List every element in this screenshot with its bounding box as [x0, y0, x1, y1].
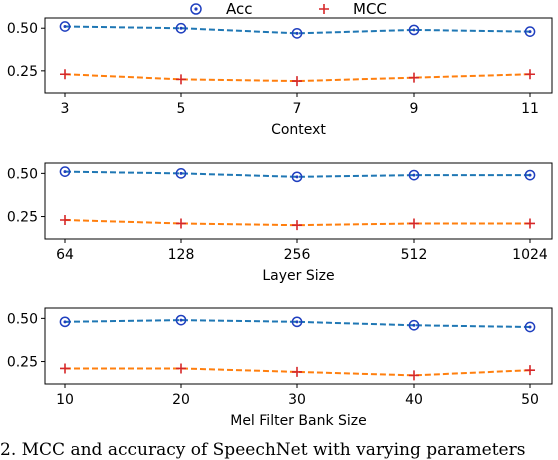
y-tick-label: 0.50 [7, 311, 38, 327]
x-tick-label: 10 [56, 392, 74, 408]
data-point-acc-dot [63, 320, 67, 324]
x-axis-label: Context [271, 122, 326, 138]
data-point-acc [408, 24, 420, 36]
x-tick-label: 128 [168, 247, 195, 263]
series-line-acc [64, 319, 531, 328]
data-point-acc [59, 316, 71, 328]
data-point-acc [524, 169, 536, 181]
x-tick-label: 512 [401, 247, 428, 263]
data-point-acc [59, 166, 71, 177]
data-point-acc [291, 171, 303, 183]
y-tick-label: 0.25 [7, 355, 38, 371]
y-tick-label: 0.50 [7, 166, 38, 182]
data-point-mcc [176, 363, 186, 374]
data-point-acc-dot [412, 173, 416, 177]
x-tick-label: 7 [293, 101, 302, 117]
data-point-mcc [60, 215, 70, 225]
data-point-acc [175, 168, 187, 179]
data-point-mcc [60, 363, 70, 374]
x-tick-label: 9 [410, 101, 419, 117]
x-tick-label: 50 [521, 392, 539, 408]
x-tick-label: 64 [56, 247, 74, 263]
legend-marker-acc-dot [194, 7, 198, 11]
chart-panels: 0.25 0.50 3 5 7 9 11 Context 0.25 0.50 64 128 256 512… [7, 17, 553, 429]
legend-marker-acc [190, 3, 202, 15]
data-point-acc [175, 314, 187, 326]
series-line-mcc [64, 219, 530, 227]
legend-label-acc: Acc [226, 0, 253, 18]
data-point-acc [524, 321, 536, 333]
x-tick-label: 256 [284, 247, 311, 263]
y-tick-label: 0.50 [7, 21, 38, 37]
x-tick-label: 11 [521, 101, 539, 117]
series-line-acc [64, 170, 530, 178]
data-point-mcc [176, 74, 186, 85]
data-point-acc-dot [63, 170, 67, 174]
data-point-acc-dot [412, 28, 416, 32]
x-axis-label: Layer Size [262, 268, 334, 284]
data-point-acc-dot [179, 318, 183, 322]
x-axis-label: Mel Filter Bank Size [230, 413, 367, 429]
data-point-acc [291, 316, 303, 328]
panel-3: 0.25 0.50 10 20 30 40 50 Mel Filter Bank Size [7, 307, 553, 429]
data-point-acc-dot [63, 25, 67, 29]
panel-1: 0.25 0.50 3 5 7 9 11 Context [7, 17, 553, 138]
data-point-acc-dot [295, 31, 299, 35]
legend: Acc MCC [190, 0, 387, 18]
legend-marker-mcc [319, 4, 329, 14]
axes-frame [44, 307, 553, 385]
data-point-mcc [525, 69, 535, 80]
axes-frame [44, 17, 553, 94]
y-tick-label: 0.25 [7, 64, 38, 80]
data-point-acc [291, 27, 303, 39]
data-point-acc-dot [528, 173, 532, 177]
data-point-acc [408, 319, 420, 331]
legend-label-mcc: MCC [353, 0, 387, 18]
figure: Acc MCC 0.25 0.50 3 5 7 9 11 Context 0.25 0.50 64 12… [7, 0, 553, 429]
data-point-acc [524, 26, 536, 37]
data-point-mcc [292, 366, 302, 377]
data-point-acc-dot [528, 30, 532, 34]
caption-fragment: 2. MCC and accuracy of SpeechNet with va… [0, 440, 526, 460]
data-point-mcc [176, 218, 186, 229]
x-tick-label: 5 [177, 101, 186, 117]
x-tick-label: 40 [405, 392, 423, 408]
data-point-mcc [409, 218, 419, 229]
data-point-mcc [292, 220, 302, 231]
series-line-mcc [64, 73, 531, 83]
x-tick-label: 30 [288, 392, 306, 408]
axes-frame [44, 162, 553, 240]
data-point-acc-dot [295, 175, 299, 179]
data-point-mcc [60, 69, 70, 80]
panel-2: 0.25 0.50 64 128 256 512 1024 Layer Size [7, 162, 553, 284]
x-tick-label: 1024 [512, 247, 548, 263]
y-tick-label: 0.25 [7, 210, 38, 226]
data-point-mcc [525, 365, 535, 376]
data-point-mcc [409, 370, 419, 381]
data-point-acc [408, 169, 420, 181]
data-point-mcc [409, 72, 419, 83]
data-point-acc-dot [179, 171, 183, 175]
x-tick-label: 3 [61, 101, 70, 117]
data-point-acc [175, 22, 187, 34]
series-line-mcc [65, 367, 531, 377]
data-point-acc-dot [412, 323, 416, 327]
series-line-acc [64, 25, 531, 35]
data-point-acc-dot [179, 26, 183, 30]
x-tick-label: 20 [172, 392, 190, 408]
data-point-acc-dot [295, 320, 299, 324]
data-point-acc-dot [528, 325, 532, 329]
data-point-mcc [525, 218, 535, 229]
data-point-mcc [292, 76, 302, 87]
data-point-acc [59, 21, 71, 32]
